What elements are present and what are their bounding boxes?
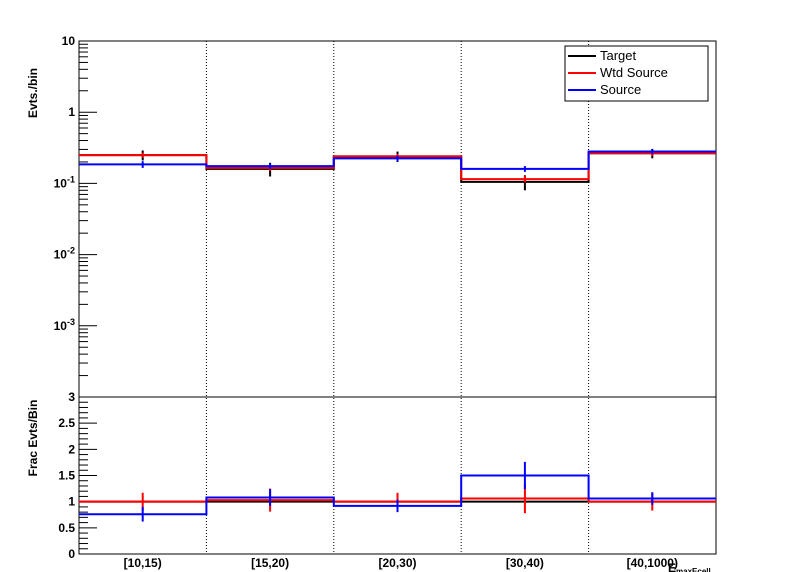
x-tick-label: [10,15) [124,556,162,570]
lower-y-axis-title: Frac Evts/Bin [26,400,40,477]
upper-y-axis-title: Evts./bin [26,68,40,118]
upper-y-tick-label: 10-3 [54,317,75,333]
axis-ticks [79,40,97,555]
lower-y-tick-label: 3 [68,390,75,404]
x-axis-title: EmaxEcell [668,561,711,572]
plot-frames [78,40,717,555]
legend-label-source: Source [600,82,641,97]
axis-labels: 10 1 10-1 10-2 10-3 0 0.5 1 1.5 2 2.5 3 [10,15) [15,2… [54,34,678,570]
data-marks [79,148,716,522]
upper-y-tick-label: 10-1 [54,174,75,190]
legend: Target Wtd Source Source [564,45,709,102]
lower-y-tick-label: 2.5 [58,416,75,430]
legend-label-wtd-source: Wtd Source [600,65,668,80]
legend-label-target: Target [600,48,637,63]
x-tick-label: [20,30) [378,556,416,570]
x-tick-label: [40,1000) [627,556,678,570]
lower-y-tick-label: 0.5 [58,521,75,535]
lower-frame [78,396,717,555]
upper-y-tick-label: 10-2 [54,246,75,262]
x-tick-label: [15,20) [251,556,289,570]
upper-y-tick-label: 10 [62,34,76,48]
lower-y-tick-label: 1.5 [58,469,75,483]
lower-y-tick-label: 1 [68,495,75,509]
upper-y-tick-label: 1 [68,105,75,119]
lower-y-tick-label: 0 [68,547,75,561]
x-tick-label: [30,40) [506,556,544,570]
lower-y-tick-label: 2 [68,442,75,456]
